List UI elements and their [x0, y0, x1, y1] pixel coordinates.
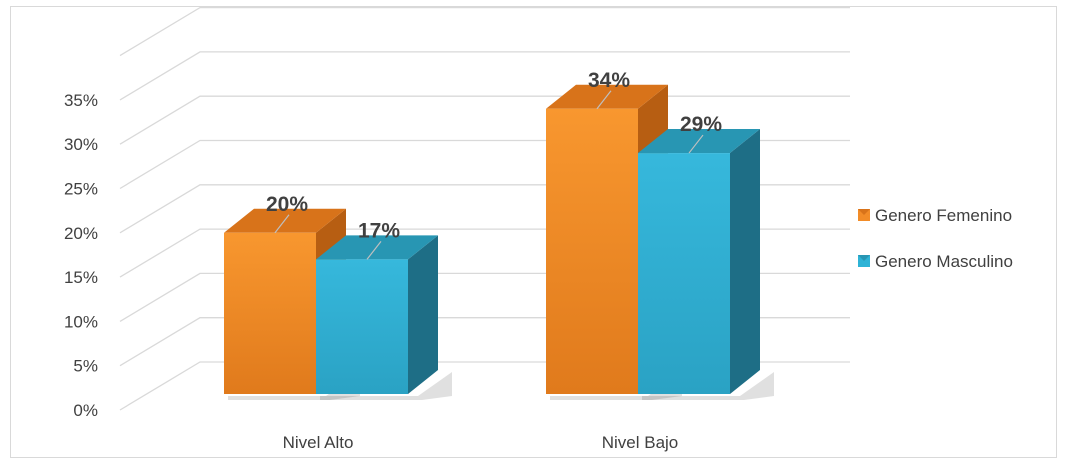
legend[interactable]: Genero Femenino Genero Masculino	[858, 206, 1013, 271]
y-tick-label: 35%	[64, 91, 98, 110]
bar-shadow	[550, 372, 682, 400]
legend-swatch-shade	[858, 255, 870, 261]
gridline	[119, 51, 850, 101]
bar-front	[224, 232, 316, 394]
legend-label: Genero Masculino	[875, 252, 1013, 271]
chart-frame	[10, 6, 1057, 458]
legend-label: Genero Femenino	[875, 206, 1012, 225]
bar-front	[316, 259, 408, 394]
bar-front	[546, 108, 638, 394]
gridline	[119, 6, 850, 57]
y-tick-label: 15%	[64, 268, 98, 287]
legend-swatch-shade	[858, 209, 870, 215]
data-label: 17%	[358, 219, 400, 242]
x-category-label: Nivel Alto	[283, 433, 354, 452]
y-tick-label: 30%	[64, 135, 98, 154]
bar[interactable]	[316, 235, 452, 400]
leader-line	[366, 241, 382, 260]
data-label: 20%	[266, 193, 308, 216]
y-axis-tick-labels: 0% 5% 10% 15% 20% 25% 30% 35%	[64, 91, 98, 420]
data-label: 29%	[680, 113, 722, 136]
bar-shadow	[228, 372, 360, 400]
leader-line	[688, 134, 704, 154]
bar-shadow	[320, 372, 452, 400]
bar[interactable]	[638, 129, 774, 400]
y-tick-label: 20%	[64, 224, 98, 243]
bar-side	[730, 129, 760, 394]
y-tick-label: 10%	[64, 312, 98, 331]
leader-line	[274, 214, 290, 234]
x-category-label: Nivel Bajo	[602, 433, 679, 452]
data-label: 34%	[588, 69, 630, 92]
legend-entry[interactable]: Genero Masculino	[858, 252, 1013, 271]
bar-front	[638, 153, 730, 394]
bar-shadow	[642, 372, 774, 400]
y-tick-label: 5%	[73, 357, 98, 376]
y-tick-label: 0%	[73, 401, 98, 420]
leader-line	[596, 90, 612, 110]
x-axis-category-labels: Nivel Alto Nivel Bajo	[283, 433, 679, 452]
bar-side	[408, 235, 438, 394]
legend-entry[interactable]: Genero Femenino	[858, 206, 1012, 225]
y-tick-label: 25%	[64, 180, 98, 199]
data-labels: 20% 17% 34% 29%	[266, 69, 722, 260]
